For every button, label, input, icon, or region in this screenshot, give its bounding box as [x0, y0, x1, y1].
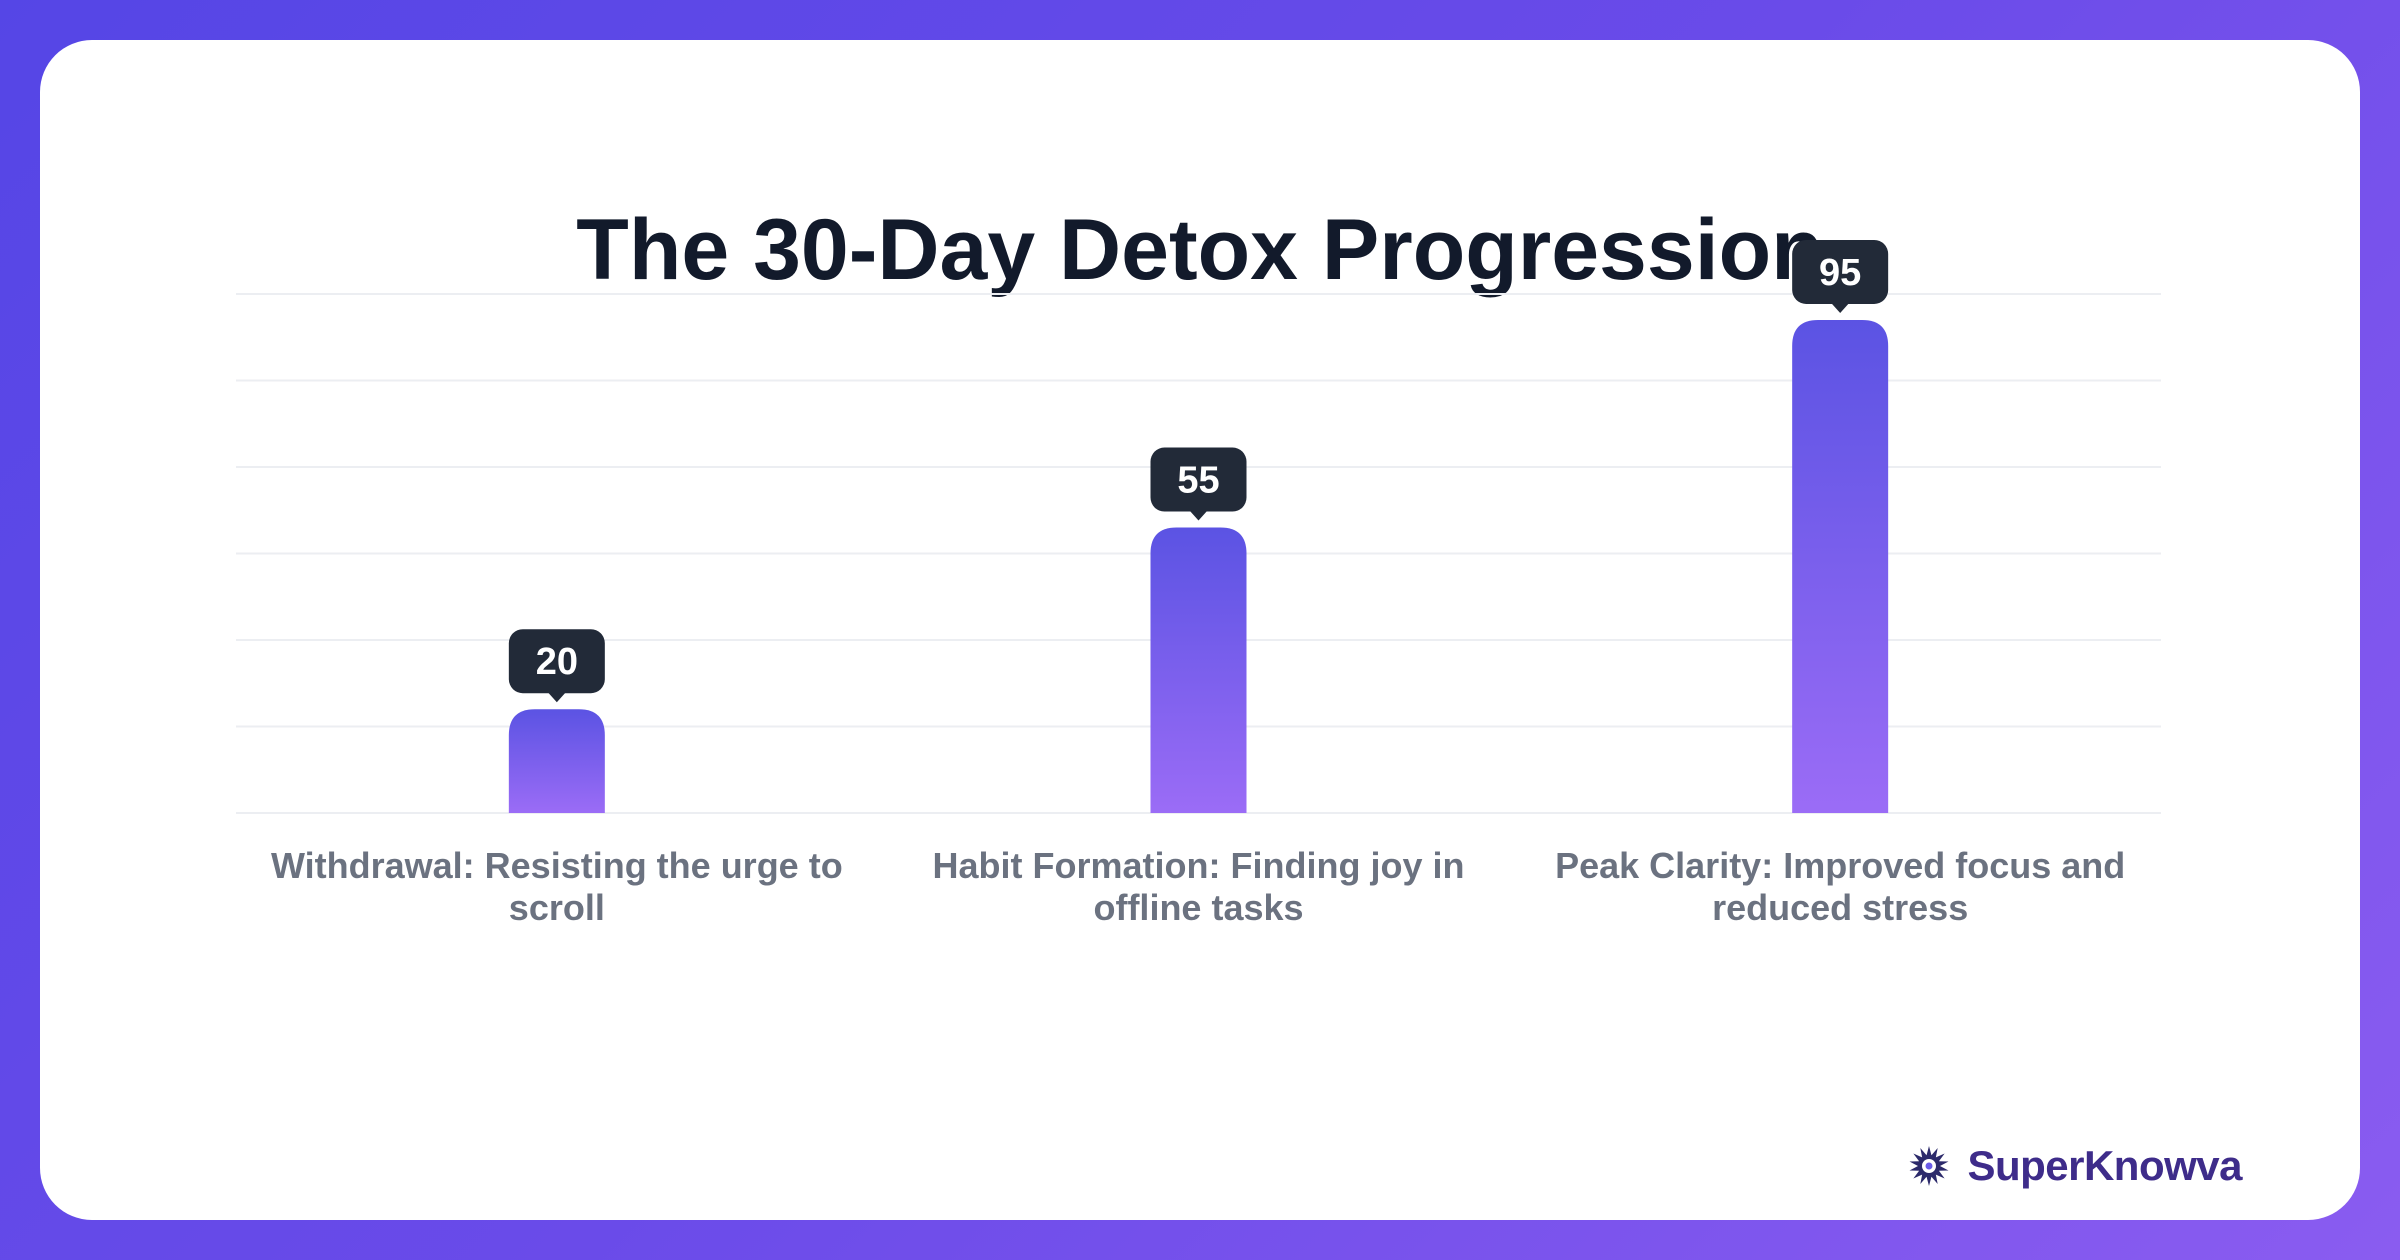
category-labels: Withdrawal: Resisting the urge to scroll H…: [271, 845, 2125, 928]
tooltip-pointer: [1189, 510, 1208, 521]
value-tooltip: [1150, 447, 1247, 512]
tooltip-pointer: [1831, 302, 1850, 313]
bar-chart: 20 55 95 Withdrawal: Resisting the urge to…: [236, 239, 2161, 928]
brand-logo: SuperKnowva: [1907, 1136, 2242, 1196]
bar: [508, 709, 605, 813]
starburst-logo-icon: [1909, 1146, 1949, 1186]
chart-title: The 30-Day Detox Progression: [576, 202, 1824, 298]
value-tooltip: [1792, 239, 1889, 304]
bars: 20 55 95: [508, 239, 1889, 813]
category-label: Peak Clarity: Improved focus and reduced …: [1555, 845, 2125, 928]
bar: [1792, 319, 1889, 813]
brand-name: SuperKnowva: [1967, 1142, 2242, 1189]
bar: [1150, 527, 1247, 813]
category-label: Habit Formation: Finding joy in offline t…: [933, 845, 1465, 928]
data-label: 95: [1819, 252, 1861, 294]
value-tooltip: [508, 629, 605, 694]
chart-card: The 30-Day Detox Progression 20 55 95 With…: [40, 40, 2360, 1220]
category-label: Withdrawal: Resisting the urge to scroll: [271, 845, 843, 928]
tooltip-pointer: [547, 692, 566, 703]
data-label: 20: [536, 641, 578, 683]
data-label: 55: [1177, 460, 1219, 502]
